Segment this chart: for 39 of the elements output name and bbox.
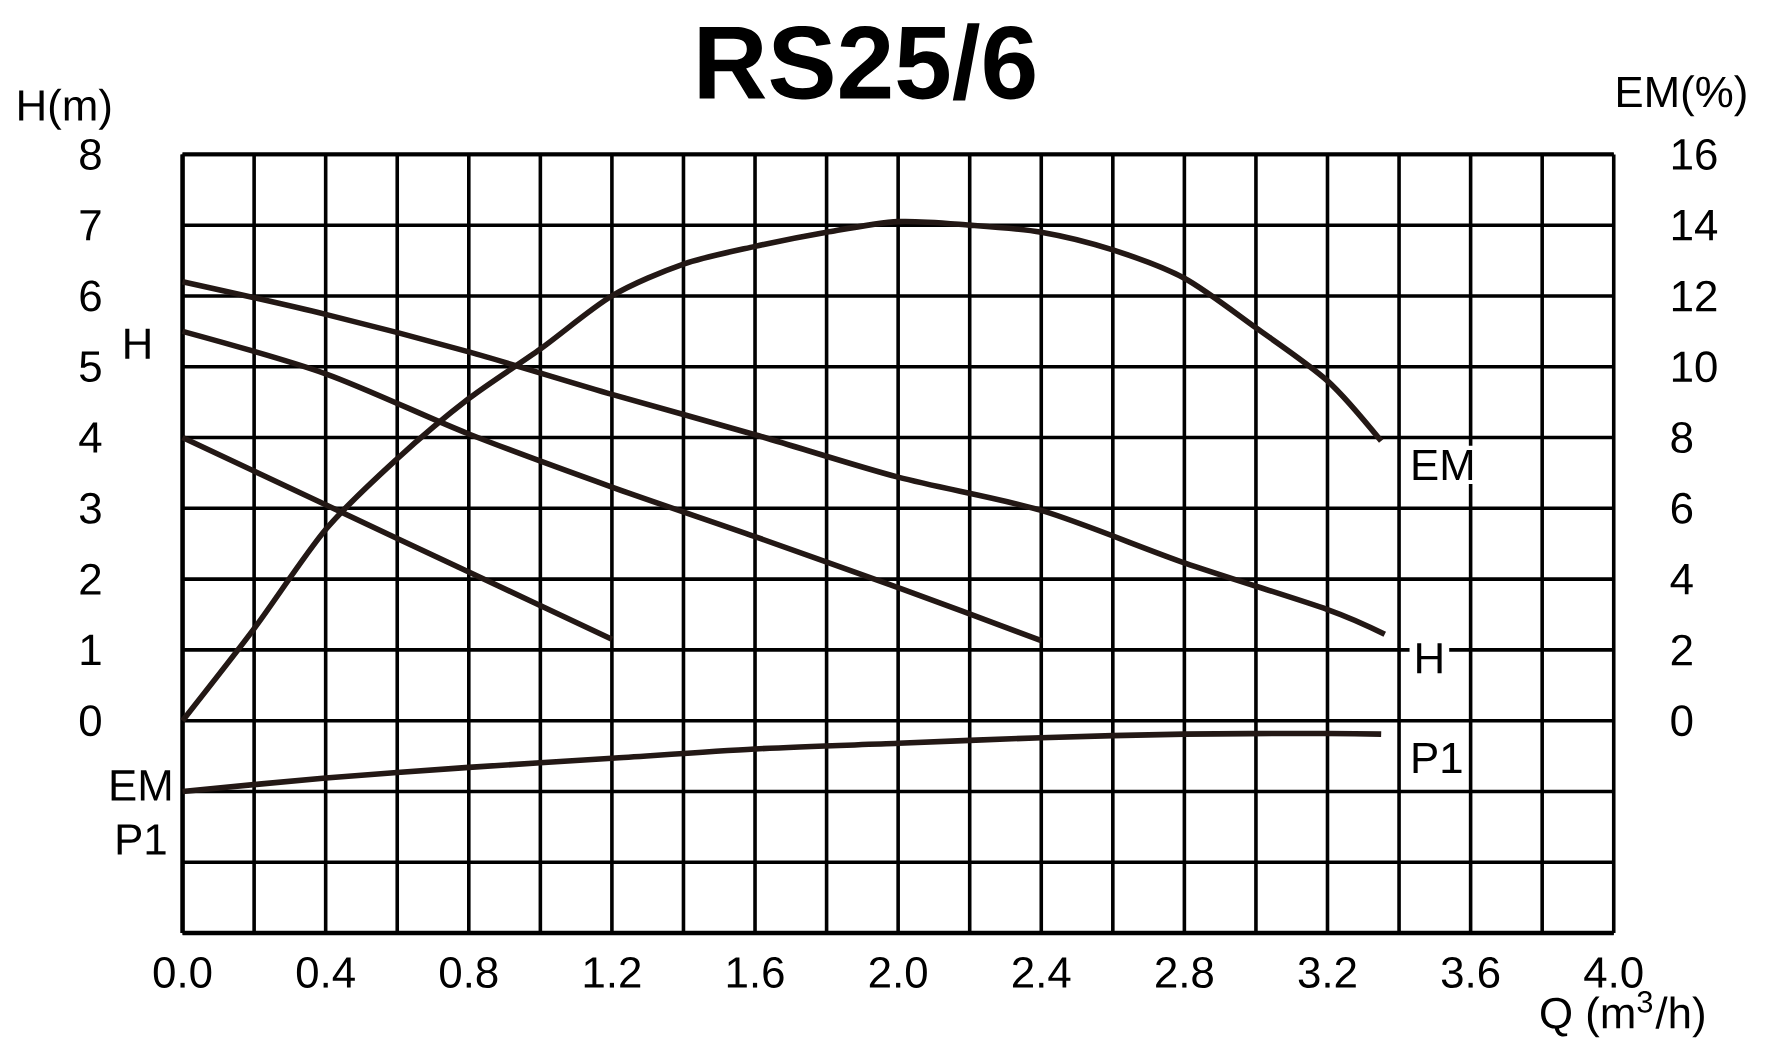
y2-tick-label: 10 — [1672, 351, 1717, 383]
y-tick-label: 1 — [81, 634, 101, 665]
y2-tick-label: 4 — [1670, 564, 1693, 595]
x-tick-label: 0.0 — [153, 957, 212, 988]
x-axis-title: Q (m$^{3}$/h) — [1541, 990, 1704, 1038]
x-tick-label: 0.8 — [440, 957, 498, 988]
x-tick-label: 2.8 — [1156, 957, 1213, 988]
x-tick-label: 1.6 — [727, 957, 784, 988]
x-tick-label: 4.0 — [1584, 957, 1643, 988]
text: H — [125, 328, 150, 359]
y-tick-label: 2 — [80, 563, 101, 595]
series-label: P1 — [1413, 742, 1462, 774]
y2-tick-label: 2 — [1671, 634, 1692, 666]
x-tick-label: 3.6 — [1441, 957, 1500, 988]
y-tick-label: 7 — [80, 210, 101, 241]
y2-tick-label: 16 — [1672, 138, 1717, 170]
y2-tick-label: 6 — [1671, 492, 1693, 524]
chart-title: RS25/6 — [699, 23, 1035, 101]
series-label: H — [1417, 643, 1442, 674]
y-tick-label: 8 — [80, 138, 101, 170]
text: EM — [111, 770, 171, 801]
y-tick-label: 0 — [79, 705, 101, 737]
x-tick-label: 2.4 — [1012, 957, 1071, 988]
y-tick-label: 3 — [79, 492, 101, 524]
x-tick-label: 0.4 — [296, 957, 355, 988]
y-tick-label: 4 — [79, 422, 102, 453]
x-tick-label: 1.2 — [584, 957, 641, 988]
x-tick-label: 2.0 — [869, 957, 927, 988]
y-tick-label: 6 — [80, 280, 101, 312]
y-axis-title: H(m) — [19, 88, 111, 130]
text: P1 — [117, 824, 166, 855]
x-tick-label: 3.2 — [1298, 957, 1356, 988]
y2-tick-label: 8 — [1671, 422, 1693, 454]
y2-tick-label: 12 — [1672, 280, 1717, 312]
y2-tick-label: 0 — [1671, 705, 1693, 737]
y2-axis-title: EM(%) — [1618, 75, 1746, 117]
y2-tick-label: 14 — [1672, 210, 1718, 241]
y-tick-label: 5 — [80, 351, 101, 383]
series-label: EM — [1413, 449, 1473, 481]
